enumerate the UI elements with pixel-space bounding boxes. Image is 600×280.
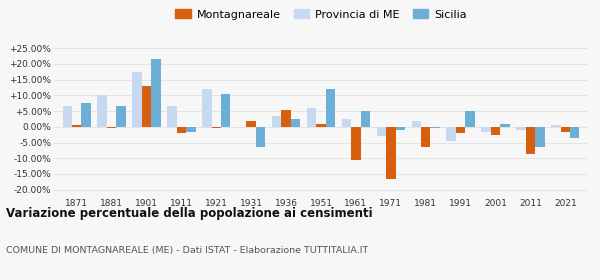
Bar — [386, 127, 395, 179]
Bar — [570, 127, 580, 138]
Bar — [430, 127, 440, 129]
Bar — [186, 127, 196, 132]
Bar — [351, 127, 361, 160]
Bar — [560, 127, 570, 132]
Bar — [281, 109, 291, 127]
Bar — [247, 121, 256, 127]
Bar — [176, 127, 186, 133]
Bar — [395, 127, 405, 130]
Bar — [481, 127, 491, 132]
Bar — [82, 103, 91, 127]
Bar — [456, 127, 466, 133]
Bar — [97, 95, 107, 127]
Bar — [167, 106, 176, 127]
Bar — [107, 127, 116, 129]
Bar — [421, 127, 430, 147]
Bar — [291, 119, 300, 127]
Bar — [256, 127, 265, 147]
Bar — [516, 127, 526, 130]
Bar — [361, 111, 370, 127]
Bar — [307, 108, 316, 127]
Bar — [272, 116, 281, 127]
Bar — [412, 121, 421, 127]
Bar — [316, 124, 326, 127]
Bar — [491, 127, 500, 135]
Bar — [212, 127, 221, 129]
Text: COMUNE DI MONTAGNAREALE (ME) - Dati ISTAT - Elaborazione TUTTITALIA.IT: COMUNE DI MONTAGNAREALE (ME) - Dati ISTA… — [6, 246, 368, 255]
Bar — [133, 72, 142, 127]
Bar — [202, 89, 212, 127]
Bar — [116, 106, 126, 127]
Bar — [72, 125, 82, 127]
Text: Variazione percentuale della popolazione ai censimenti: Variazione percentuale della popolazione… — [6, 207, 373, 220]
Bar — [551, 125, 560, 127]
Bar — [342, 119, 351, 127]
Bar — [526, 127, 535, 153]
Bar — [446, 127, 456, 141]
Bar — [151, 59, 161, 127]
Bar — [535, 127, 545, 147]
Legend: Montagnareale, Provincia di ME, Sicilia: Montagnareale, Provincia di ME, Sicilia — [171, 5, 471, 24]
Bar — [377, 127, 386, 136]
Bar — [466, 111, 475, 127]
Bar — [326, 89, 335, 127]
Bar — [62, 106, 72, 127]
Bar — [142, 86, 151, 127]
Bar — [500, 124, 509, 127]
Bar — [221, 94, 230, 127]
